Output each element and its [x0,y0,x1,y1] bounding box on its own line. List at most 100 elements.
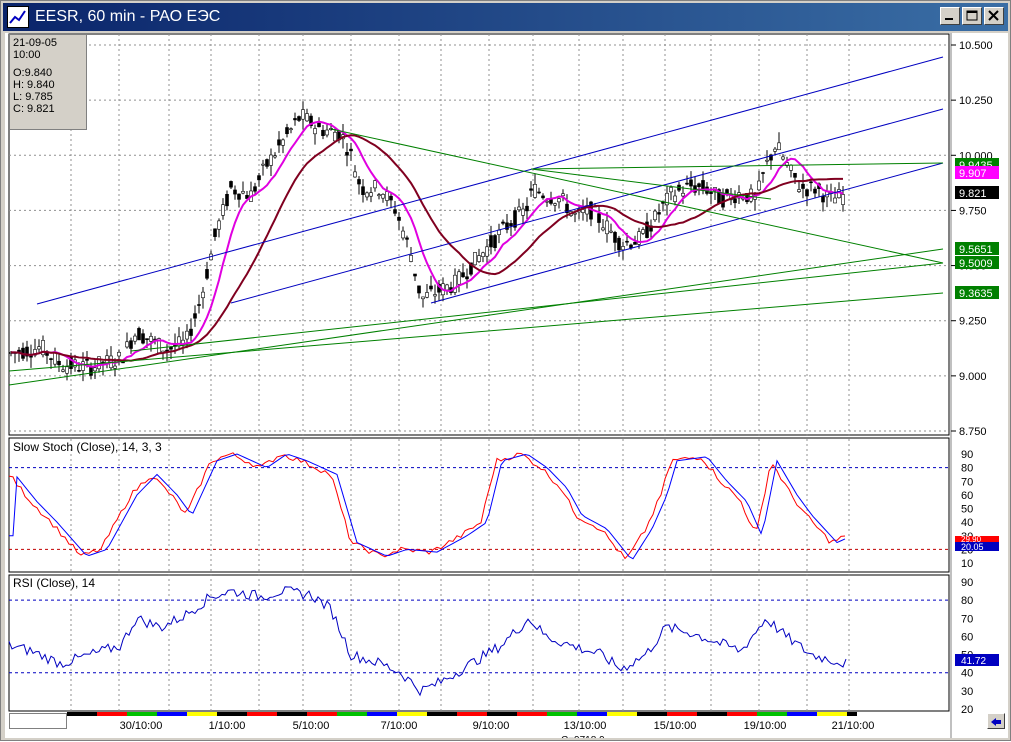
chart-canvas[interactable]: 10.50010.25010.0009.7509.5009.2509.0008.… [5,33,1008,742]
channel-lower-line [430,162,944,304]
candle-body [253,186,257,192]
ma-fast-line [10,120,844,368]
price-tick-label: 10.500 [959,40,993,52]
candle-body [305,113,309,122]
candle-body [61,369,65,372]
time-band-segment [97,712,107,716]
candle-body [517,206,521,211]
candle-body [221,204,225,216]
candle-body [133,335,137,342]
restore-button[interactable] [962,7,982,25]
candle-body [189,328,193,336]
time-band-segment [477,712,487,716]
candle-body [529,188,533,191]
candle-body [81,361,85,371]
ma-slow-line [10,134,844,362]
candle-body [373,180,377,189]
chart-app-icon[interactable] [7,6,29,28]
candle-body [413,273,417,277]
candle-body [609,230,613,233]
candle-body [213,228,217,237]
time-band-segment [537,712,547,716]
candle-body [197,304,201,306]
info-date: 21-09-05 [13,37,58,49]
candle-body [725,189,729,194]
time-band-segment [447,712,457,716]
candle-body [613,232,617,243]
time-band-segment [227,712,237,716]
rsi-tag [955,654,999,666]
time-band-segment [337,712,347,716]
rsi-line [8,586,847,697]
time-band-segment [137,712,147,716]
minimize-button[interactable] [940,7,960,25]
candle-body [361,186,365,195]
candle-body [169,346,173,350]
candle-body [833,197,837,204]
candle-body [477,255,481,262]
candle-body [309,115,313,126]
window-title: EESR, 60 min - РАО ЕЭС [35,8,221,25]
candle-body [325,129,329,136]
candle-body [673,195,677,202]
candle-body [565,203,569,213]
candle-body [353,171,357,178]
rsi-tick-label: 40 [961,668,973,680]
time-band-segment [627,712,637,716]
time-band-segment [717,712,727,716]
stoch-tick-label: 50 [961,504,973,516]
candle-body [557,198,561,203]
candle-body [461,272,465,278]
candle-body [537,191,541,194]
candle-body [141,333,145,344]
price-tag [955,286,999,299]
candle-body [417,285,421,294]
time-band-segment [287,712,297,716]
time-tick-label: 21/10:00 [832,720,875,732]
title-bar[interactable]: EESR, 60 min - РАО ЕЭС [3,3,1008,31]
fan-line-6 [530,168,772,200]
time-tick-label: 9/10:00 [473,720,510,732]
info-open: O:9.840 [13,67,53,79]
time-band-segment [567,712,577,716]
info-close: C: 9.821 [13,103,55,115]
candle-body [549,198,553,204]
period-selector[interactable] [9,713,67,729]
stoch-tick-label: 60 [961,490,973,502]
price-tick-label: 10.250 [959,95,993,107]
time-band-segment [597,712,607,716]
candle-body [685,182,689,185]
time-band-segment [587,712,597,716]
time-band-segment [787,712,797,716]
candle-body [669,187,673,193]
time-band-segment [707,712,717,716]
candle-body [465,276,469,280]
time-band-segment [467,712,477,716]
scroll-left-button[interactable] [987,713,1005,729]
candle-body [485,246,489,257]
time-tick-label: 19/10:00 [744,720,787,732]
time-band-segment [67,712,77,716]
time-band-segment [237,712,247,716]
candle-body [137,328,141,341]
time-band-segment [687,712,697,716]
chart-area[interactable]: 10.50010.25010.0009.7509.5009.2509.0008.… [5,33,1008,742]
candle-body [301,109,305,120]
candle-body [605,220,609,235]
price-tag [955,256,999,269]
candle-body [633,241,637,245]
candle-body [561,193,565,197]
time-band-segment [347,712,357,716]
candle-body [581,209,585,213]
candle-body [357,179,361,185]
candle-body [333,131,337,142]
close-button[interactable] [984,7,1004,25]
restore-icon [966,10,978,21]
candle-body [85,358,89,361]
fan-line-5 [530,162,944,170]
candle-body [601,227,605,231]
stoch-tag-red-label: 29.90 [961,535,982,544]
candle-body [257,175,261,181]
candle-body [369,192,373,197]
candle-body [41,340,45,356]
